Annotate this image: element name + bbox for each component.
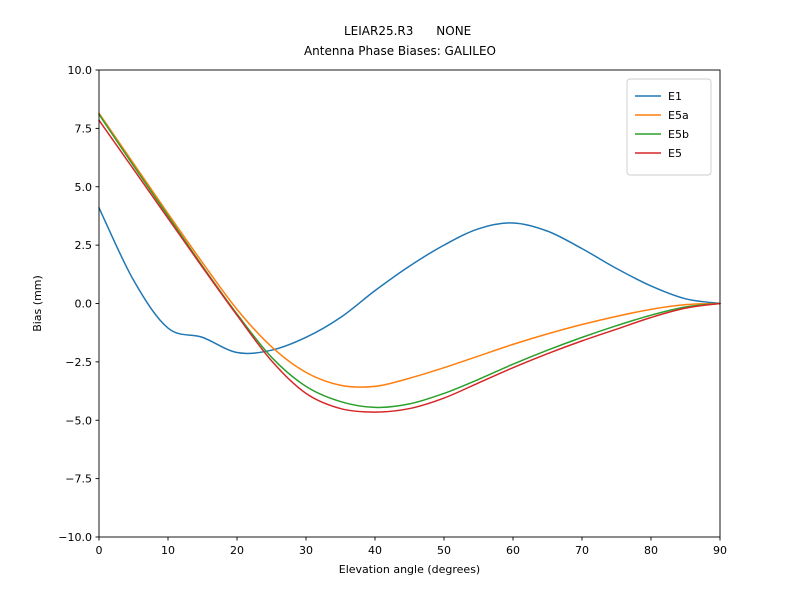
- legend-label-e5: E5: [668, 147, 682, 160]
- y-tick-label: 0.0: [75, 298, 93, 311]
- x-tick-label: 70: [575, 544, 589, 557]
- x-tick-label: 40: [368, 544, 382, 557]
- y-tick-label: −5.0: [65, 414, 92, 427]
- chart-title: Antenna Phase Biases: GALILEO: [303, 44, 497, 58]
- x-tick-label: 0: [96, 544, 103, 557]
- y-tick-label: −2.5: [65, 356, 92, 369]
- axis-ticks: 0 10 20 30 40 50 60 70 80 90 −10.0 −7.5 −5.0 −2.5 0.0 2…: [58, 64, 727, 557]
- series-lines: [98, 112, 721, 413]
- y-tick-label: 7.5: [75, 122, 93, 135]
- x-tick-label: 30: [299, 544, 313, 557]
- x-tick-label: 60: [506, 544, 520, 557]
- chart-legend[interactable]: E1 E5a E5b E5: [626, 78, 712, 176]
- figure-suptitle-text: LEIAR25.R3 NONE: [343, 24, 472, 38]
- y-axis-label: Bias (mm): [31, 275, 44, 332]
- series-line-e5: [98, 119, 721, 413]
- x-tick-label: 90: [713, 544, 727, 557]
- x-axis-label: Elevation angle (degrees): [339, 563, 480, 576]
- legend-label-e5a: E5a: [668, 109, 689, 122]
- y-tick-label: −7.5: [65, 473, 92, 486]
- x-tick-label: 80: [644, 544, 658, 557]
- series-line-e1: [98, 207, 721, 355]
- figure-suptitle: LEIAR25.R3 NONE: [0, 0, 800, 52]
- y-tick-label: 5.0: [75, 181, 93, 194]
- y-tick-label: −10.0: [58, 531, 92, 544]
- y-tick-label: 2.5: [75, 239, 93, 252]
- legend-label-e5b: E5b: [668, 128, 689, 141]
- y-tick-label: 10.0: [68, 64, 93, 77]
- series-line-e5a: [98, 112, 721, 388]
- legend-frame: [626, 78, 712, 176]
- legend-label-e1: E1: [668, 90, 682, 103]
- x-tick-label: 10: [161, 544, 175, 557]
- x-tick-label: 50: [437, 544, 451, 557]
- x-tick-label: 20: [230, 544, 244, 557]
- axes-frame: [98, 69, 721, 538]
